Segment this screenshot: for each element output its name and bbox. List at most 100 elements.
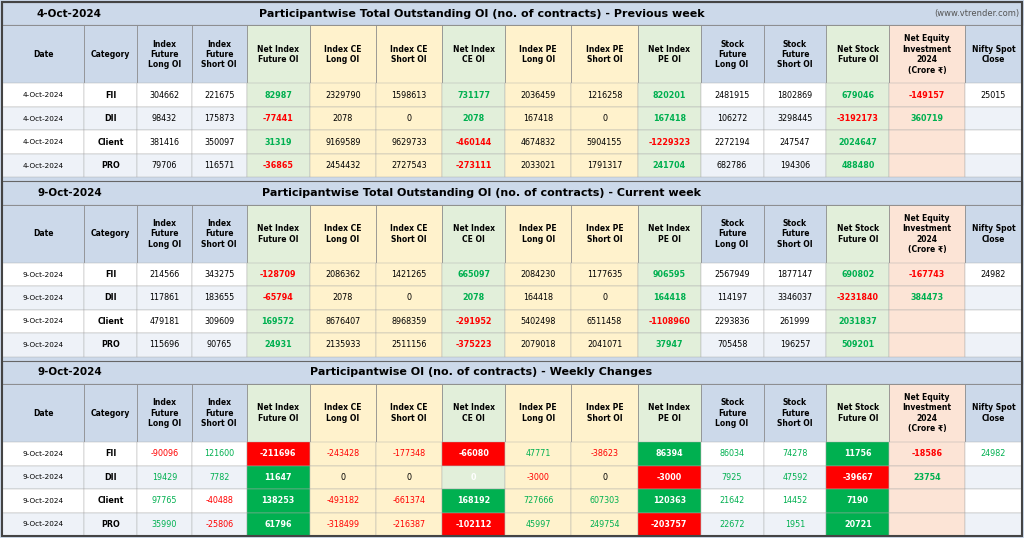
Bar bbox=[442, 107, 505, 130]
Bar bbox=[247, 384, 309, 442]
Text: 23754: 23754 bbox=[913, 473, 941, 482]
Bar bbox=[638, 286, 700, 310]
Text: -216387: -216387 bbox=[392, 520, 426, 529]
Bar bbox=[826, 442, 890, 465]
Bar bbox=[700, 154, 764, 177]
Text: -77441: -77441 bbox=[263, 114, 294, 123]
Text: Net Index
Future OI: Net Index Future OI bbox=[257, 404, 299, 423]
Text: -66080: -66080 bbox=[459, 449, 489, 458]
Text: 2033021: 2033021 bbox=[520, 161, 556, 170]
Bar bbox=[376, 25, 442, 83]
Text: 167418: 167418 bbox=[652, 114, 686, 123]
Text: 79706: 79706 bbox=[152, 161, 177, 170]
Text: Nifty Spot
Close: Nifty Spot Close bbox=[972, 224, 1015, 244]
Bar bbox=[137, 489, 191, 513]
Text: 9-Oct-2024: 9-Oct-2024 bbox=[23, 318, 63, 324]
Text: 5402498: 5402498 bbox=[520, 317, 556, 326]
Bar bbox=[764, 154, 826, 177]
Text: -460144: -460144 bbox=[456, 138, 492, 146]
Text: -3000: -3000 bbox=[527, 473, 550, 482]
Text: Date: Date bbox=[33, 409, 53, 417]
Bar bbox=[442, 384, 505, 442]
Bar bbox=[700, 25, 764, 83]
Bar bbox=[571, 25, 638, 83]
Bar bbox=[84, 489, 137, 513]
Text: Index CE
Short OI: Index CE Short OI bbox=[390, 404, 428, 423]
Bar bbox=[2, 181, 1022, 205]
Bar bbox=[764, 130, 826, 154]
Bar bbox=[309, 310, 376, 333]
Text: -40488: -40488 bbox=[206, 497, 233, 505]
Text: 24982: 24982 bbox=[981, 449, 1007, 458]
Bar bbox=[890, 489, 965, 513]
Text: 138253: 138253 bbox=[261, 497, 295, 505]
Text: 2511156: 2511156 bbox=[391, 341, 427, 349]
Text: Index CE
Long OI: Index CE Long OI bbox=[324, 45, 361, 64]
Bar bbox=[638, 513, 700, 536]
Bar bbox=[247, 107, 309, 130]
Bar bbox=[442, 154, 505, 177]
Bar bbox=[84, 263, 137, 286]
Bar bbox=[764, 107, 826, 130]
Text: 0: 0 bbox=[602, 114, 607, 123]
Bar bbox=[826, 384, 890, 442]
Text: 20721: 20721 bbox=[844, 520, 871, 529]
Bar bbox=[638, 465, 700, 489]
Text: 22672: 22672 bbox=[720, 520, 744, 529]
Bar bbox=[638, 154, 700, 177]
Bar bbox=[700, 130, 764, 154]
Text: 384473: 384473 bbox=[910, 293, 944, 302]
Bar bbox=[700, 384, 764, 442]
Bar bbox=[638, 83, 700, 107]
Bar bbox=[890, 286, 965, 310]
Text: 1951: 1951 bbox=[784, 520, 805, 529]
Text: 3346037: 3346037 bbox=[777, 293, 813, 302]
Bar bbox=[965, 263, 1022, 286]
Bar bbox=[638, 130, 700, 154]
Bar bbox=[137, 25, 191, 83]
Text: -3000: -3000 bbox=[656, 473, 682, 482]
Bar bbox=[2, 384, 84, 442]
Bar bbox=[826, 107, 890, 130]
Text: 183655: 183655 bbox=[204, 293, 234, 302]
Text: Index
Future
Long OI: Index Future Long OI bbox=[147, 219, 181, 249]
Text: -273111: -273111 bbox=[456, 161, 492, 170]
Bar bbox=[2, 154, 84, 177]
Text: 61796: 61796 bbox=[264, 520, 292, 529]
Bar bbox=[84, 384, 137, 442]
Bar bbox=[442, 333, 505, 357]
Text: -38623: -38623 bbox=[591, 449, 618, 458]
Bar bbox=[965, 286, 1022, 310]
Bar bbox=[571, 310, 638, 333]
Text: Index CE
Long OI: Index CE Long OI bbox=[324, 224, 361, 244]
Bar bbox=[571, 130, 638, 154]
Bar bbox=[376, 205, 442, 263]
Bar bbox=[84, 513, 137, 536]
Bar bbox=[376, 333, 442, 357]
Bar bbox=[890, 263, 965, 286]
Bar bbox=[826, 310, 890, 333]
Text: Net Index
PE OI: Net Index PE OI bbox=[648, 45, 690, 64]
Text: PRO: PRO bbox=[101, 341, 120, 349]
Text: 11647: 11647 bbox=[264, 473, 292, 482]
Text: Client: Client bbox=[97, 138, 124, 146]
Bar bbox=[376, 263, 442, 286]
Bar bbox=[826, 83, 890, 107]
Bar bbox=[442, 83, 505, 107]
Bar bbox=[638, 263, 700, 286]
Bar bbox=[826, 154, 890, 177]
Text: 5904155: 5904155 bbox=[587, 138, 623, 146]
Text: 350097: 350097 bbox=[204, 138, 234, 146]
Text: 7925: 7925 bbox=[722, 473, 742, 482]
Bar bbox=[505, 83, 571, 107]
Bar bbox=[826, 286, 890, 310]
Text: 2031837: 2031837 bbox=[839, 317, 878, 326]
Text: 24982: 24982 bbox=[981, 270, 1007, 279]
Bar bbox=[309, 107, 376, 130]
Bar bbox=[700, 83, 764, 107]
Text: 2086362: 2086362 bbox=[326, 270, 360, 279]
Text: 97765: 97765 bbox=[152, 497, 177, 505]
Bar bbox=[376, 310, 442, 333]
Bar bbox=[965, 489, 1022, 513]
Bar bbox=[890, 107, 965, 130]
